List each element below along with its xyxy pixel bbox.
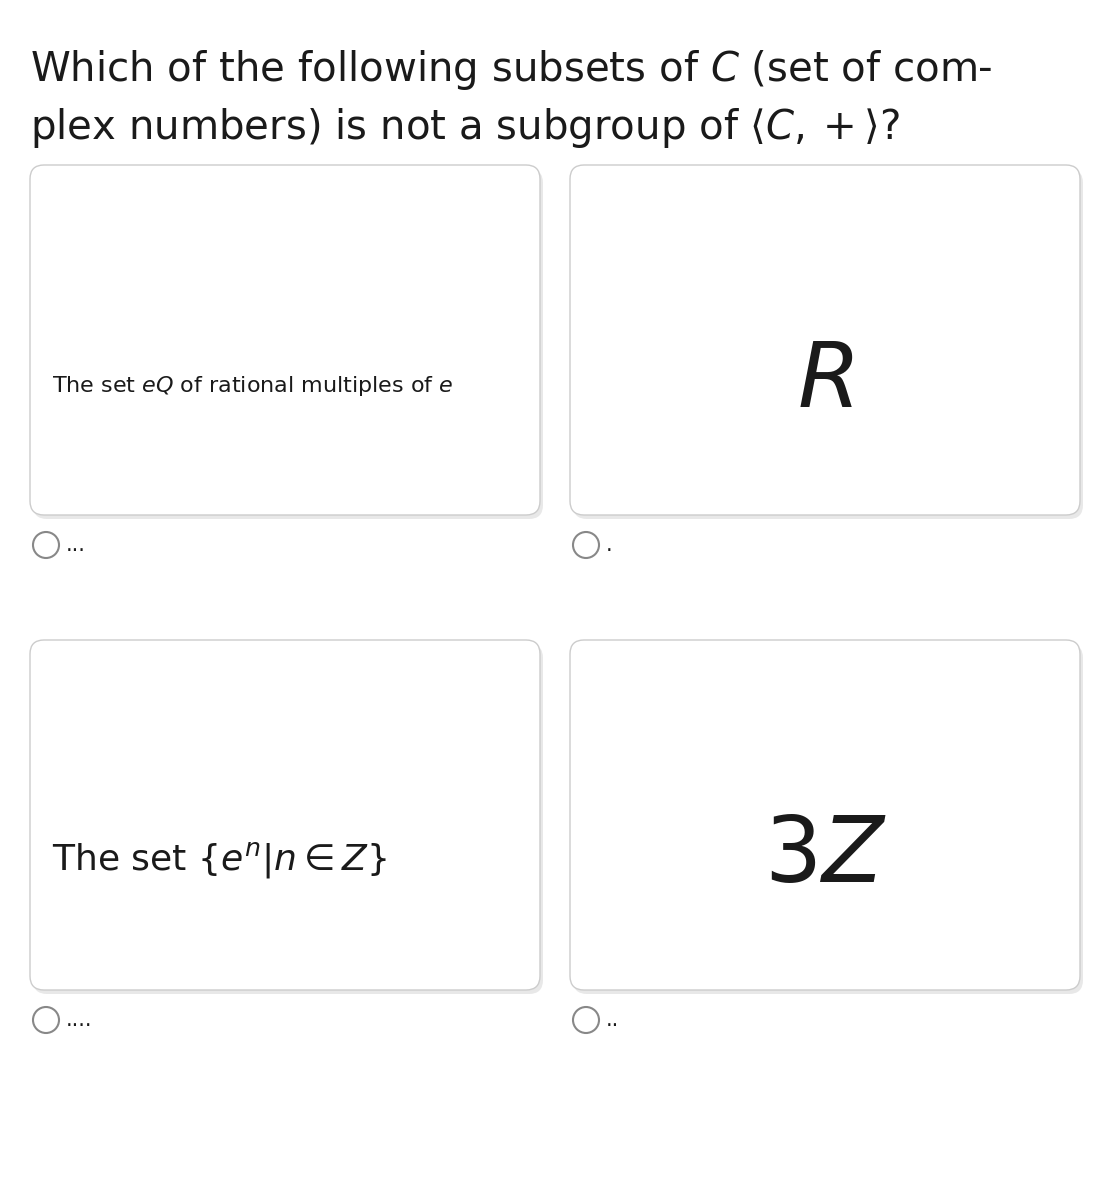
Text: The set $eQ$ of rational multiples of $e$: The set $eQ$ of rational multiples of $e…: [52, 374, 454, 398]
FancyBboxPatch shape: [33, 644, 543, 994]
Text: $3Z$: $3Z$: [764, 813, 886, 900]
FancyBboxPatch shape: [573, 644, 1083, 994]
FancyBboxPatch shape: [33, 169, 543, 519]
Text: .: .: [606, 535, 612, 555]
Text: ....: ....: [67, 1010, 92, 1030]
FancyBboxPatch shape: [570, 165, 1080, 516]
FancyBboxPatch shape: [570, 640, 1080, 990]
FancyBboxPatch shape: [30, 165, 540, 516]
Text: The set $\{e^n|n \in Z\}$: The set $\{e^n|n \in Z\}$: [52, 840, 387, 880]
FancyBboxPatch shape: [30, 640, 540, 990]
Text: ..: ..: [606, 1010, 619, 1030]
Text: $\mathit{R}$: $\mathit{R}$: [797, 338, 853, 426]
Text: Which of the following subsets of $C$ (set of com-: Which of the following subsets of $C$ (s…: [30, 48, 993, 92]
FancyBboxPatch shape: [573, 169, 1083, 519]
Text: ...: ...: [67, 535, 85, 555]
Text: plex numbers) is not a subgroup of $\langle C, +\rangle$?: plex numbers) is not a subgroup of $\lan…: [30, 106, 901, 150]
